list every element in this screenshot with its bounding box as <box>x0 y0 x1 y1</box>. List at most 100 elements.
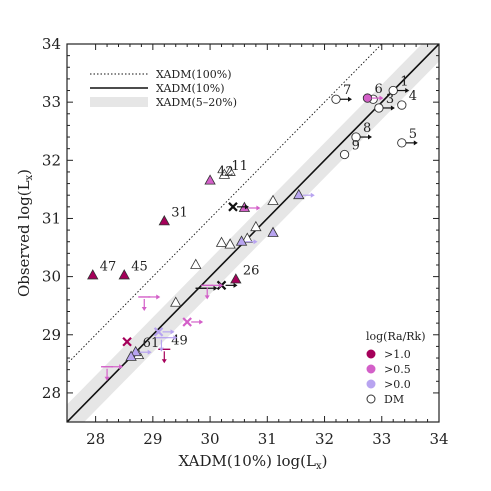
data-point-triangle <box>267 226 279 237</box>
triangle-marker <box>125 350 137 361</box>
triangle-marker <box>230 273 242 284</box>
data-point-triangle <box>190 258 202 269</box>
triangle-marker <box>267 226 279 237</box>
arrow-head <box>233 282 238 288</box>
circle-marker <box>397 138 407 148</box>
xadm-band <box>67 44 439 422</box>
triangle-marker <box>190 258 202 269</box>
arrow-head <box>390 105 395 111</box>
point-label: 4 <box>409 89 417 104</box>
point-legend: log(Ra/Rk) >1.0 >0.5 >0.0 DM <box>366 330 426 406</box>
data-point-circle: 9 <box>339 138 360 160</box>
legend-label: DM <box>384 393 404 406</box>
data-point-triangle <box>125 350 137 361</box>
arrow-head <box>141 306 147 311</box>
legend-marker <box>366 364 376 374</box>
point-label: 31 <box>171 205 188 220</box>
triangle-marker <box>118 269 130 280</box>
data-point-limit <box>201 282 224 300</box>
legend-line-label: XADM(100%) <box>156 68 232 81</box>
triangle-marker <box>224 238 236 249</box>
arrow-head <box>147 349 152 355</box>
arrow-head <box>204 295 210 300</box>
data-point-triangle: 42 <box>204 165 234 185</box>
circle-marker <box>374 103 384 113</box>
point-label: 7 <box>343 83 351 98</box>
point-label: 26 <box>243 264 260 279</box>
data-point-triangle <box>170 296 182 307</box>
data-point-x <box>153 327 175 337</box>
x-tick-label: 28 <box>86 430 105 448</box>
data-point-triangle <box>267 194 279 205</box>
data-point-circle: 5 <box>397 127 418 148</box>
arrow-head <box>170 329 175 335</box>
model-line-dotted <box>67 44 383 365</box>
legend-label: >0.5 <box>384 363 411 376</box>
data-point-triangle <box>224 238 236 249</box>
data-point-triangle: 31 <box>158 205 188 226</box>
data-point-triangle <box>250 220 262 232</box>
legend-line-label: XADM(10%) <box>156 82 225 95</box>
arrow-head <box>158 347 164 352</box>
data-point-triangle: 45 <box>118 259 148 280</box>
triangle-marker <box>215 236 228 247</box>
data-point-limit <box>101 364 124 381</box>
point-label: 6 <box>374 82 382 97</box>
data-point-limit <box>155 335 178 352</box>
circle-marker <box>397 100 407 110</box>
data-point-x <box>228 202 249 212</box>
x-tick-label: 34 <box>429 430 448 448</box>
data-point-triangle <box>293 188 315 200</box>
data-point-x <box>182 317 204 327</box>
data-point-circle: 4 <box>397 89 417 110</box>
arrow-head <box>161 359 167 364</box>
point-label: 45 <box>131 259 148 274</box>
x-tick-label: 32 <box>315 430 334 448</box>
x-tick-label: 31 <box>258 430 277 448</box>
point-label: 42 <box>217 165 234 180</box>
y-tick-label: 28 <box>42 384 61 402</box>
triangle-marker <box>170 296 182 307</box>
legend-label: >0.0 <box>384 378 411 391</box>
circle-marker <box>331 94 341 104</box>
point-label: 3 <box>386 92 394 107</box>
plot-frame <box>66 43 440 423</box>
y-tick-label: 29 <box>42 326 61 344</box>
arrow-head <box>413 140 418 146</box>
y-tick-label: 32 <box>42 151 61 169</box>
triangle-marker <box>293 188 305 200</box>
y-tick-label: 34 <box>42 35 61 53</box>
legend-marker <box>366 379 376 389</box>
arrow-head <box>379 95 384 101</box>
data-point-x <box>122 336 132 347</box>
arrow-head <box>244 204 249 210</box>
data-point-circle: 1 <box>388 75 410 96</box>
point-label: 1 <box>400 75 408 90</box>
arrow-head <box>104 376 110 381</box>
x-axis-label: XADM(10%) log(Lx) <box>179 452 328 472</box>
triangle-marker <box>224 165 236 176</box>
triangle-marker <box>235 235 248 246</box>
circle-marker <box>339 149 350 160</box>
arrow-head <box>219 282 224 288</box>
arrow-head <box>199 319 204 325</box>
data-point-circle: 6 <box>362 82 384 103</box>
legend-marker <box>366 349 376 359</box>
arrow-head <box>173 335 178 341</box>
y-axis-label: Observed log(Lx) <box>15 169 35 297</box>
arrow-head <box>253 239 258 245</box>
data-point-triangle <box>224 165 236 176</box>
triangle-marker <box>250 220 262 232</box>
arrow-head <box>213 285 218 291</box>
arrow-head <box>310 192 315 198</box>
point-label: 11 <box>231 159 248 174</box>
legend-line-label: XADM(5–20%) <box>156 96 237 109</box>
point-label: 9 <box>352 138 360 153</box>
data-point-circle: 3 <box>374 92 395 113</box>
legend-band-swatch <box>90 97 148 107</box>
triangle-marker <box>204 174 216 185</box>
y-tick-label: 33 <box>42 93 61 111</box>
cross-marker <box>182 317 192 327</box>
data-point-triangle <box>235 235 258 246</box>
